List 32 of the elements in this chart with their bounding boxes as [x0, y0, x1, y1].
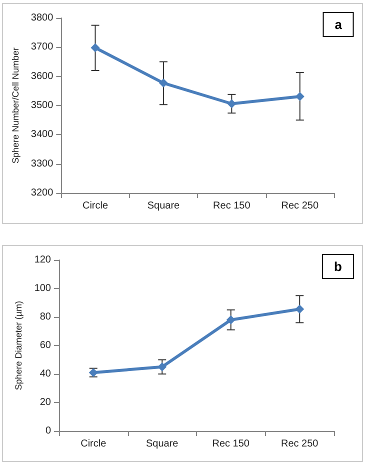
chart-title: b: [334, 259, 342, 274]
y-tick-label: 3700: [30, 42, 54, 53]
x-tick-label: Rec 150: [212, 438, 250, 450]
y-axis-title: Sphere Diameter (µm): [14, 300, 24, 390]
point: [158, 362, 167, 372]
y-tick-label: 3200: [30, 188, 54, 198]
y-tick-label: 3800: [30, 12, 54, 24]
chart-title: a: [334, 17, 343, 32]
point: [226, 315, 236, 324]
point: [295, 304, 304, 314]
y-tick-label: 20: [40, 397, 52, 408]
y-tick-label: 60: [40, 340, 52, 351]
x-tick-label: Rec 150: [213, 200, 251, 212]
x-tick-label: Rec 250: [281, 438, 319, 450]
y-tick-label: 100: [34, 283, 52, 294]
y-tick-label: 3500: [30, 100, 54, 111]
y-tick-label: 120: [34, 254, 52, 266]
y-axis-title: Sphere Number/Cell Number: [10, 47, 20, 164]
x-tick-label: Rec 250: [281, 200, 319, 212]
y-tick-label: 3300: [30, 158, 54, 170]
x-tick-label: Circle: [82, 200, 108, 212]
x-tick-label: Square: [147, 200, 180, 212]
x-tick-label: Circle: [80, 438, 107, 450]
point: [158, 78, 168, 88]
y-tick-label: 0: [45, 426, 52, 436]
point: [90, 43, 100, 52]
y-tick-label: 40: [40, 368, 52, 380]
y-tick-label: 80: [40, 312, 52, 322]
x-tick-label: Square: [146, 438, 179, 450]
point: [227, 99, 236, 108]
y-tick-label: 3600: [30, 70, 54, 82]
y-tick-label: 3400: [30, 129, 54, 140]
